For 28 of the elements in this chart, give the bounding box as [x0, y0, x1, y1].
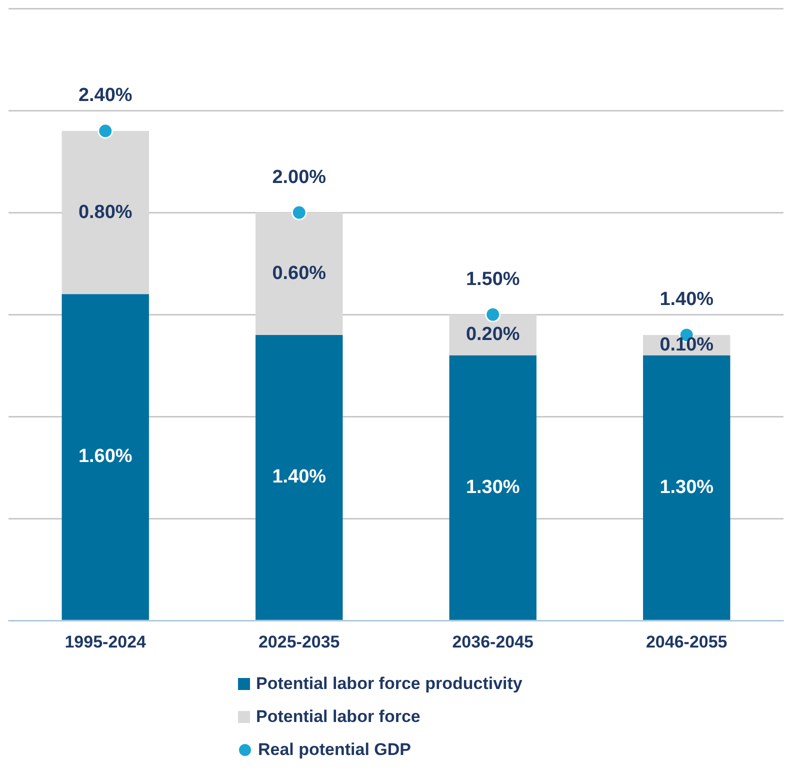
- legend-label: Real potential GDP: [258, 740, 412, 760]
- bar: [256, 212, 343, 335]
- point: [98, 123, 114, 139]
- legend-label: Potential labor force productivity: [256, 674, 522, 694]
- x-tick-label: 2025-2035: [258, 632, 340, 652]
- bar: [62, 130, 149, 294]
- point: [485, 306, 501, 322]
- data-label: 1.30%: [466, 476, 520, 498]
- data-label: 1.30%: [660, 476, 714, 498]
- point: [291, 204, 307, 220]
- data-label: 1.50%: [466, 268, 520, 290]
- data-label: 0.10%: [660, 334, 714, 356]
- x-tick-label: 1995-2024: [64, 632, 147, 652]
- x-tick-label: 2036-2045: [452, 632, 534, 652]
- data-label: 0.20%: [466, 324, 520, 346]
- data-label: 2.40%: [78, 85, 132, 106]
- data-label: 1.40%: [272, 466, 326, 488]
- data-label: 0.80%: [78, 202, 132, 223]
- bar: [62, 294, 149, 620]
- data-label: 1.60%: [78, 446, 132, 468]
- data-label: 2.00%: [272, 166, 326, 188]
- bar: [643, 355, 730, 620]
- bar: [256, 334, 343, 620]
- data-label: 1.40%: [660, 289, 714, 310]
- data-label: 0.60%: [272, 262, 326, 284]
- x-tick-label: 2046-2055: [646, 632, 728, 652]
- legend-label: Potential labor force: [256, 706, 420, 726]
- bar: [449, 355, 536, 620]
